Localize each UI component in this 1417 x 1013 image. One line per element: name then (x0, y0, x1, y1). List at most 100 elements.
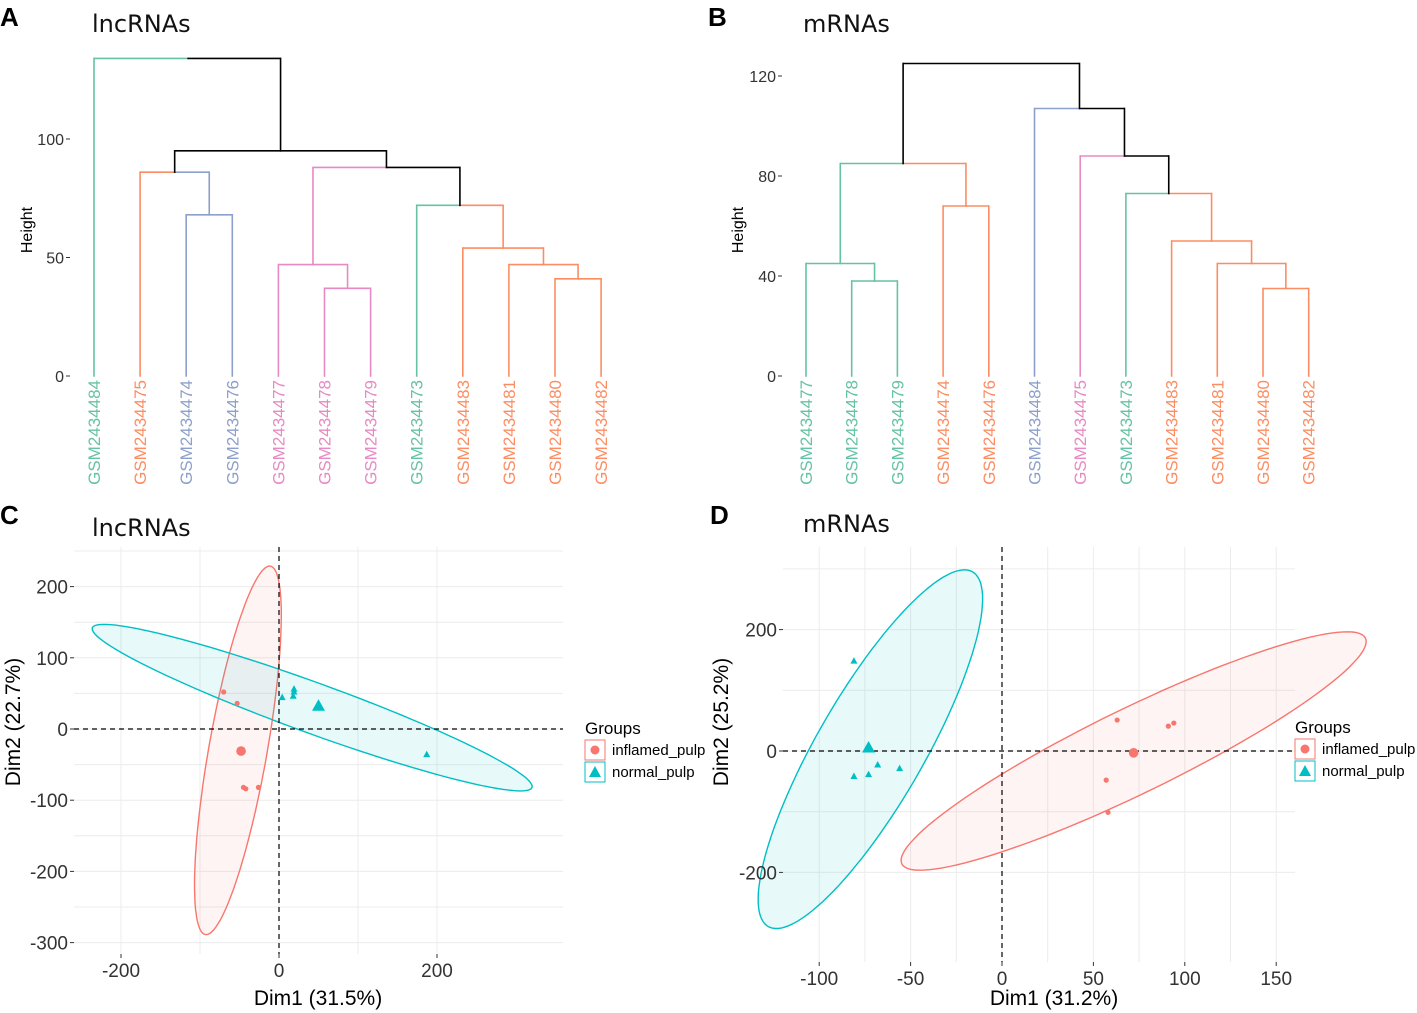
panel-c-ellipse-normal_pulp (91, 623, 533, 792)
panel-c: C lncRNAs Dim1 (31.5%) Dim2 (22.7%) -200… (0, 500, 705, 1010)
panel-c-y-tick-label: 200 (36, 578, 68, 599)
panel-d-x-tick-label: 0 (997, 969, 1008, 990)
panel-d-point-normal_pulp (850, 772, 858, 779)
panel-a-leaf-label: GSM2434474 (177, 380, 196, 485)
panel-d-point-normal_pulp (850, 657, 858, 664)
panel-d-point-normal_pulp (865, 770, 873, 778)
panel-a-leaf-label: GSM2434481 (500, 380, 519, 485)
panel-label-c: C (0, 500, 19, 530)
panel-c-title: lncRNAs (92, 514, 191, 542)
panel-a-leaf-label: GSM2434476 (223, 380, 242, 485)
panel-d-y-tick-label: 0 (766, 742, 777, 763)
panel-d-point-inflamed_pulp (1103, 777, 1109, 783)
panel-c-legend-label-normal: normal_pulp (612, 764, 695, 781)
panel-d-centroid-normal_pulp (862, 740, 876, 753)
panel-d-x-tick-label: -100 (800, 969, 838, 990)
panel-d-legend-title: Groups (1295, 718, 1351, 737)
panel-b-leaf-label: GSM2434482 (1300, 380, 1319, 485)
panel-c-y-tick-label: -100 (30, 791, 68, 812)
panel-c-y-tick-label: -200 (30, 862, 68, 883)
panel-d: D mRNAs Dim1 (31.2%) Dim2 (25.2%) -100 -5… (710, 500, 1415, 1010)
panel-b-leaf-label: GSM2434475 (1071, 380, 1090, 485)
panel-c-point-normal_pulp (290, 685, 298, 692)
panel-c-y-tick-label: -300 (30, 934, 68, 955)
panel-c-x-tick-label: -200 (102, 961, 140, 982)
panel-d-x-tick-label: 150 (1260, 969, 1292, 990)
panel-d-point-normal_pulp (896, 764, 904, 772)
panel-c-x-axis-label: Dim1 (31.5%) (254, 987, 382, 1010)
panel-c-point-inflamed_pulp (221, 689, 227, 695)
panel-a-leaf-label: GSM2434484 (85, 380, 104, 485)
panel-c-legend-label-inflamed: inflamed_pulp (612, 742, 705, 759)
panel-d-point-inflamed_pulp (1171, 720, 1177, 726)
panel-d-point-inflamed_pulp (1114, 717, 1120, 723)
panel-c-point-inflamed_pulp (255, 784, 262, 790)
panel-d-x-axis-label: Dim1 (31.2%) (990, 987, 1118, 1010)
panel-d-x-tick-label: 50 (1083, 969, 1104, 990)
panel-b-y-tick-label: 0 (767, 369, 776, 386)
panel-c-legend-title: Groups (585, 719, 641, 738)
panel-d-legend-label-inflamed: inflamed_pulp (1322, 741, 1415, 758)
panel-b-leaf-label: GSM2434476 (980, 380, 999, 485)
panel-c-point-inflamed_pulp (243, 786, 249, 792)
panel-d-centroid-inflamed_pulp (1128, 748, 1139, 758)
panel-c-marks: -200 0 200 -300 -200 -100 0 100 200 (30, 547, 563, 982)
panel-a-leaf-label: GSM2434475 (131, 380, 150, 485)
panel-c-y-axis-label: Dim2 (22.7%) (2, 658, 25, 786)
panel-b-leaf-label: GSM2434473 (1117, 380, 1136, 485)
panel-b-y-tick-label: 40 (758, 269, 776, 286)
panel-d-y-tick-label: 200 (745, 621, 777, 642)
panel-d-legend-label-normal: normal_pulp (1322, 763, 1405, 780)
panel-a-leaf-label: GSM2434477 (269, 380, 288, 485)
panel-c-y-tick-label: 100 (36, 649, 68, 670)
panel-a-leaf-label: GSM2434478 (316, 380, 335, 485)
panel-a-leaf-label: GSM2434483 (454, 380, 473, 485)
panel-c-centroid-inflamed_pulp (236, 746, 246, 756)
panel-b-leaf-label: GSM2434483 (1163, 380, 1182, 485)
panel-d-x-tick-label: -50 (897, 969, 924, 990)
panel-a-y-tick-label: 0 (55, 369, 64, 386)
panel-b-leaf-label: GSM2434480 (1254, 380, 1273, 485)
panel-c-legend-triangle-icon (589, 766, 601, 777)
panel-a-title: lncRNAs (92, 10, 191, 38)
panel-c-x-tick-label: 200 (421, 961, 453, 982)
panel-d-y-tick-label: -200 (739, 863, 777, 884)
panel-b-leaf-label: GSM2434481 (1208, 380, 1227, 485)
panel-d-marks: -100 -50 0 50 100 150 -200 0 200 (739, 547, 1367, 990)
panel-b-leaf-label: GSM2434478 (843, 380, 862, 485)
panel-a-y-axis-label: Height (19, 206, 36, 253)
panel-a-leaf-label: GSM2434482 (592, 380, 611, 485)
panel-b-title: mRNAs (803, 10, 890, 38)
panel-d-legend-triangle-icon (1299, 765, 1311, 776)
panel-a: A lncRNAs Height 0 50 100 GSM2434484 GSM2434… (0, 2, 611, 485)
panel-label-a: A (0, 2, 19, 32)
panel-d-point-inflamed_pulp (1105, 809, 1111, 815)
panel-a-leaf-label: GSM2434473 (408, 380, 427, 485)
panel-c-point-normal_pulp (278, 693, 286, 701)
panel-b-leaf-label: GSM2434484 (1026, 380, 1045, 485)
panel-c-grid (74, 547, 563, 954)
panel-d-point-inflamed_pulp (1165, 723, 1171, 729)
panel-a-y-tick-label: 100 (37, 132, 64, 149)
panel-a-leaf-label: GSM2434480 (546, 380, 565, 485)
panel-a-y-tick-label: 50 (46, 251, 64, 268)
panel-b-y-tick-label: 80 (758, 169, 776, 186)
panel-d-x-tick-label: 100 (1169, 969, 1201, 990)
panel-c-centroid-normal_pulp (312, 699, 325, 711)
panel-b-marks: 0 40 80 120 GSM2434477 GSM2434478 GSM2434479 GS… (749, 62, 1319, 485)
panel-a-marks: 0 50 100 GSM2434484 GSM2434475 GSM2434474 GSM2… (37, 57, 611, 485)
panel-d-y-axis-label: Dim2 (25.2%) (710, 658, 733, 786)
panel-label-d: D (710, 500, 729, 530)
panel-a-leaf-label: GSM2434479 (362, 380, 381, 485)
panel-d-title: mRNAs (803, 510, 890, 538)
panel-c-legend-circle-icon (590, 745, 600, 755)
panel-c-point-inflamed_pulp (234, 700, 240, 706)
panel-c-point-normal_pulp (423, 750, 431, 758)
panel-d-point-normal_pulp (874, 760, 882, 768)
panel-b-leaf-label: GSM2434474 (934, 380, 953, 485)
panel-b: B mRNAs Height 0 40 80 120 GSM2434477 GSM2434… (708, 2, 1319, 485)
panel-c-x-tick-label: 0 (274, 961, 285, 982)
panel-b-y-axis-label: Height (730, 206, 747, 253)
panel-c-point-normal_pulp (289, 692, 297, 699)
